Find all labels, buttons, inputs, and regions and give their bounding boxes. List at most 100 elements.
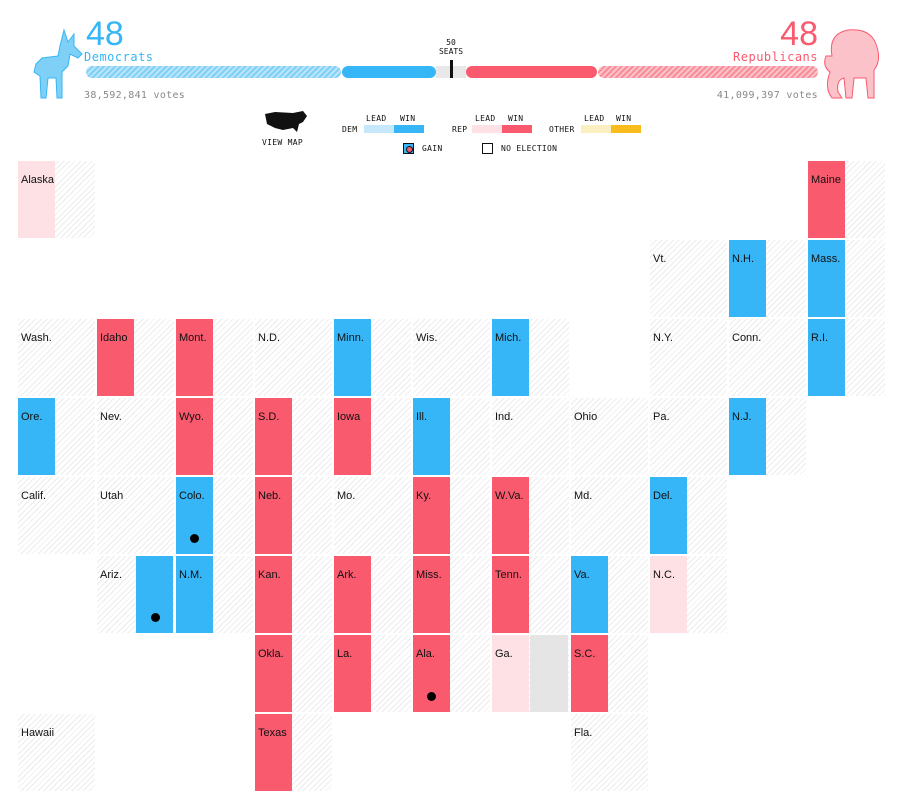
seat-fill [334, 398, 371, 475]
state-label: Mich. [495, 332, 522, 344]
state-label: Minn. [337, 332, 364, 344]
seat-fill [808, 240, 845, 317]
state-tile-texas[interactable]: Texas [255, 714, 332, 791]
state-tile-md[interactable]: Md. [571, 477, 648, 554]
state-label: Wis. [416, 332, 438, 344]
dem-won-bar [342, 66, 436, 78]
state-tile-fla[interactable]: Fla. [571, 714, 648, 791]
dem-label: Democrats [84, 50, 154, 64]
state-tile-neb[interactable]: Neb. [255, 477, 332, 554]
rep-win-label: WIN [508, 114, 524, 123]
state-tile-va[interactable]: Va. [571, 556, 648, 633]
seat-fill [571, 635, 608, 712]
state-tile-nh[interactable]: N.H. [729, 240, 806, 317]
state-label: Maine [811, 174, 841, 186]
state-tile-calif[interactable]: Calif. [18, 477, 95, 554]
state-tile-nm[interactable]: N.M. [176, 556, 253, 633]
state-label: Nev. [100, 411, 122, 423]
state-label: Ariz. [100, 569, 122, 581]
state-tile-wis[interactable]: Wis. [413, 319, 490, 396]
state-tile-ill[interactable]: Ill. [413, 398, 490, 475]
state-tile-nc[interactable]: N.C. [650, 556, 727, 633]
state-tile-colo[interactable]: Colo. [176, 477, 253, 554]
rep-win-swatch [502, 125, 532, 133]
state-tile-mich[interactable]: Mich. [492, 319, 569, 396]
seat-fill [255, 556, 292, 633]
state-label: Ala. [416, 648, 435, 660]
state-tile-mass[interactable]: Mass. [808, 240, 885, 317]
state-tile-tenn[interactable]: Tenn. [492, 556, 569, 633]
state-tile-miss[interactable]: Miss. [413, 556, 490, 633]
state-tile-alaska[interactable]: Alaska [18, 161, 95, 238]
state-tile-mont[interactable]: Mont. [176, 319, 253, 396]
state-tile-hawaii[interactable]: Hawaii [18, 714, 95, 791]
rep-votes: 41,099,397 votes [716, 90, 818, 101]
state-tile-ariz[interactable]: Ariz. [97, 556, 174, 633]
dem-seat-count: 48 [86, 15, 124, 53]
state-label: Va. [574, 569, 590, 581]
state-label: Colo. [179, 490, 205, 502]
seat-fill [334, 635, 371, 712]
state-label: La. [337, 648, 353, 660]
state-tile-ala[interactable]: Ala. [413, 635, 490, 712]
seat-fill [650, 477, 687, 554]
state-tile-wash[interactable]: Wash. [18, 319, 95, 396]
state-tile-sd[interactable]: S.D. [255, 398, 332, 475]
state-tile-minn[interactable]: Minn. [334, 319, 411, 396]
state-label: Ind. [495, 411, 514, 423]
seat-fill [255, 477, 292, 554]
state-label: Neb. [258, 490, 282, 502]
state-tile-kan[interactable]: Kan. [255, 556, 332, 633]
seat-fill [729, 398, 766, 475]
seat-fill [492, 319, 529, 396]
state-tile-wyo[interactable]: Wyo. [176, 398, 253, 475]
us-map-icon[interactable] [263, 110, 309, 136]
state-tile-ind[interactable]: Ind. [492, 398, 569, 475]
seat-fill [255, 714, 292, 791]
state-label: Conn. [732, 332, 762, 344]
state-tile-okla[interactable]: Okla. [255, 635, 332, 712]
no-election-label: NO ELECTION [501, 144, 558, 153]
view-map-link[interactable]: VIEW MAP [262, 138, 303, 147]
state-tile-ark[interactable]: Ark. [334, 556, 411, 633]
state-tile-nev[interactable]: Nev. [97, 398, 174, 475]
rep-won-bar [466, 66, 597, 78]
gain-checkbox[interactable] [403, 143, 414, 154]
state-tile-nj[interactable]: N.J. [729, 398, 806, 475]
seat-fill [571, 556, 608, 633]
seat-fill [176, 556, 213, 633]
state-tile-idaho[interactable]: Idaho [97, 319, 174, 396]
state-tile-nd[interactable]: N.D. [255, 319, 332, 396]
state-label: Fla. [574, 727, 593, 739]
state-tile-ny[interactable]: N.Y. [650, 319, 727, 396]
state-tile-conn[interactable]: Conn. [729, 319, 806, 396]
state-tile-del[interactable]: Del. [650, 477, 727, 554]
state-tile-iowa[interactable]: Iowa [334, 398, 411, 475]
donkey-icon [33, 28, 83, 99]
state-label: Ga. [495, 648, 513, 660]
seat-fill [413, 477, 450, 554]
dem-win-swatch [394, 125, 424, 133]
state-tile-ky[interactable]: Ky. [413, 477, 490, 554]
state-tile-sc[interactable]: S.C. [571, 635, 648, 712]
state-tile-utah[interactable]: Utah [97, 477, 174, 554]
dem-win-label: WIN [400, 114, 416, 123]
state-tile-vt[interactable]: Vt. [650, 240, 727, 317]
no-election-checkbox[interactable] [482, 143, 493, 154]
gain-dot [190, 534, 199, 543]
seat-fill [729, 240, 766, 317]
state-tile-ore[interactable]: Ore. [18, 398, 95, 475]
state-tile-ohio[interactable]: Ohio [571, 398, 648, 475]
state-tile-mo[interactable]: Mo. [334, 477, 411, 554]
seat-fill [413, 398, 450, 475]
elephant-icon [824, 29, 880, 99]
state-tile-pa[interactable]: Pa. [650, 398, 727, 475]
state-tile-maine[interactable]: Maine [808, 161, 885, 238]
state-tile-wva[interactable]: W.Va. [492, 477, 569, 554]
state-tile-la[interactable]: La. [334, 635, 411, 712]
state-tile-ri[interactable]: R.I. [808, 319, 885, 396]
state-tile-ga[interactable]: Ga. [492, 635, 569, 712]
state-label: Del. [653, 490, 673, 502]
seat-fill-no-election [530, 635, 568, 712]
dem-lead-swatch [364, 125, 394, 133]
